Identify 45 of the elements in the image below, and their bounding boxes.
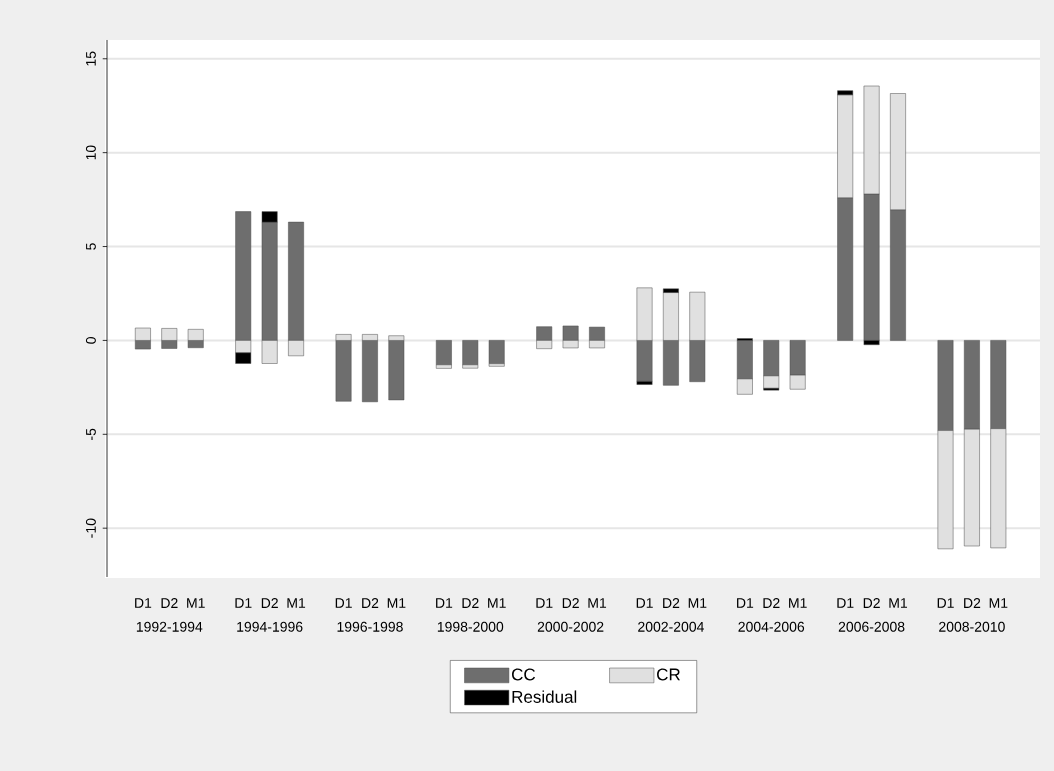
y-tick-label: 15: [86, 51, 96, 66]
x-tick-label: D1: [235, 598, 252, 608]
x-tick-label: D1: [837, 598, 854, 608]
x-tick-label: D2: [161, 598, 178, 608]
x-tick-label: M1: [889, 598, 908, 608]
x-tick-label: D2: [261, 598, 278, 608]
x-tick-label: D1: [536, 598, 553, 608]
x-tick-label: M1: [387, 598, 406, 608]
x-tick-label: D1: [636, 598, 653, 608]
text: 1996-1998: [337, 621, 403, 632]
text: 1994-1996: [237, 621, 303, 632]
x-tick-label: M1: [187, 598, 205, 608]
legend-label: CR: [657, 668, 680, 681]
x-tick-label: D2: [863, 598, 880, 608]
y-tick-label: 0: [85, 337, 96, 344]
text: 1992-1994: [136, 621, 203, 632]
y-tick-label: 5: [86, 243, 96, 250]
x-tick-label: D1: [937, 598, 954, 608]
text: 2008-2010: [939, 621, 1005, 632]
y-tick-label: -10: [85, 518, 96, 538]
x-tick-label: D2: [362, 598, 379, 608]
x-tick-label: D1: [335, 598, 352, 608]
legend-label: Residual: [512, 690, 577, 703]
x-tick-label: D2: [763, 598, 780, 608]
text: 2006-2008: [838, 621, 905, 632]
x-tick-label: M1: [989, 598, 1008, 608]
x-tick-label: D1: [436, 598, 453, 608]
x-tick-label: D1: [737, 598, 754, 608]
x-tick-label: M1: [287, 598, 306, 608]
x-tick-label: D2: [663, 598, 680, 608]
x-tick-label: M1: [789, 598, 807, 608]
y-tick-label: -5: [86, 428, 96, 440]
text: 2000-2002: [537, 621, 604, 632]
x-tick-label: D1: [135, 598, 152, 608]
text: 2002-2004: [638, 621, 704, 632]
x-tick-label: D2: [562, 598, 579, 608]
x-tick-label: M1: [688, 598, 707, 608]
text: 2004-2006: [738, 621, 805, 632]
x-tick-label: D2: [964, 598, 981, 608]
text: 1998-2000: [437, 621, 504, 632]
y-tick-label: 10: [85, 145, 96, 160]
x-tick-label: D2: [462, 598, 479, 608]
x-tick-label: M1: [488, 598, 506, 608]
x-tick-label: M1: [588, 598, 607, 608]
legend-label: CC: [512, 668, 536, 681]
